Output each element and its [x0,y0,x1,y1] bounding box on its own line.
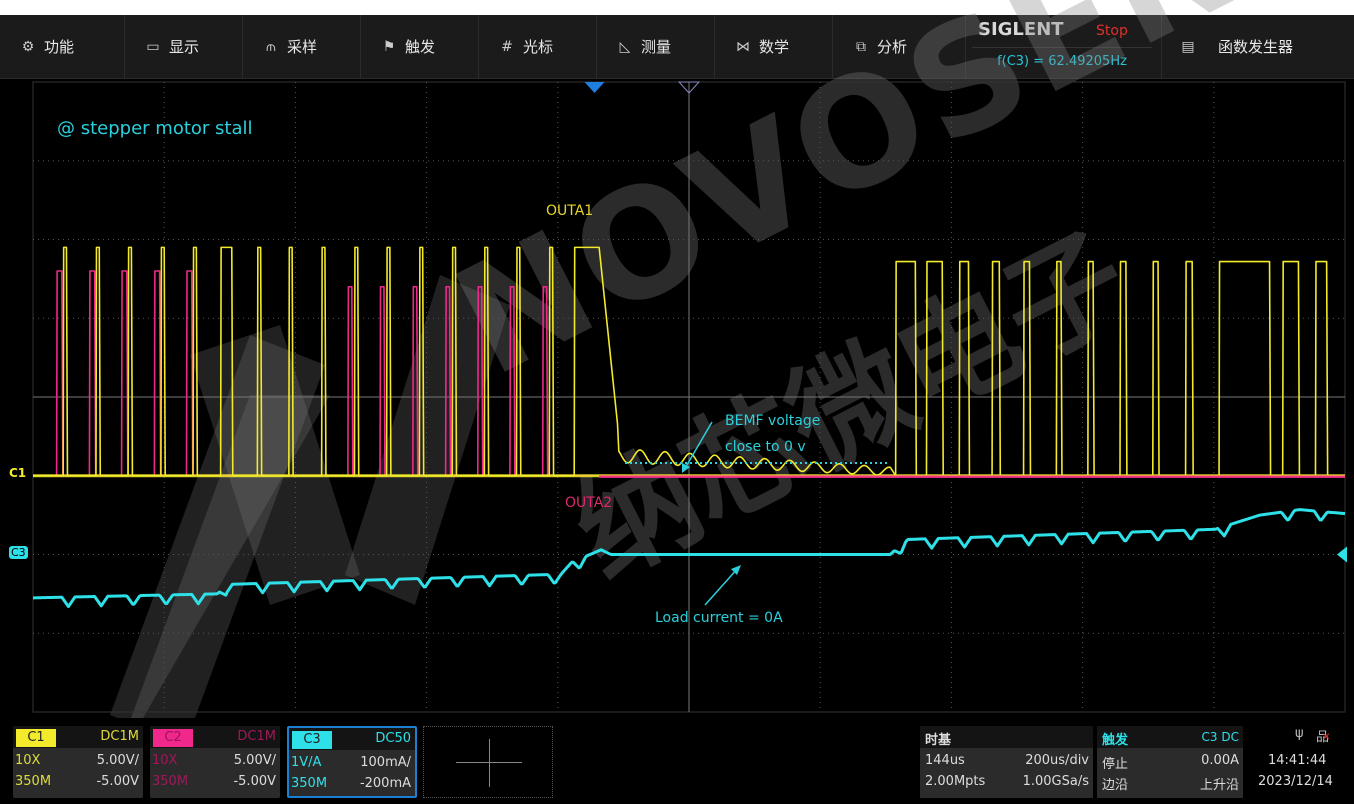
time-per-div: 200us/div [1025,753,1089,768]
menu-trigger[interactable]: ⚑ 触发 [361,15,479,78]
menu-measure[interactable]: ◺ 测量 [597,15,715,78]
timebase-box[interactable]: 时基 144us 200us/div 2.00Mpts 1.00GSa/s [920,726,1093,798]
menu-cursor[interactable]: # 光标 [479,15,597,78]
trigger-position-marker [584,82,605,93]
awg-icon: ▤ [1181,38,1195,55]
bandwidth: 350M [15,774,52,789]
menu-label: 函数发生器 [1218,38,1294,56]
trigger-type: 边沿 [1102,778,1129,793]
amps-per-div: 100mA/ [360,755,411,770]
trigger-level: 0.00A [1201,753,1239,768]
brand-status: SIGLENT Stop f(C3) = 62.49205Hz [965,15,1162,78]
clock-date: 2023/12/14 [1258,774,1333,789]
coupling: DC1M [100,729,139,744]
trigger-title: 触发 [1102,733,1129,748]
acquire-icon: ⫙ [266,38,276,55]
channel-tag: C3 [292,731,332,749]
trigger-state: 停止 [1102,757,1129,772]
menu-label: 功能 [44,38,75,56]
trigger-slope: 上升沿 [1199,778,1239,793]
channel-tag: C1 [16,729,56,747]
memory-depth: 2.00Mpts [925,774,986,789]
load-arrow-head [731,565,741,575]
delay-center-marker [677,81,701,94]
coupling: DC1M [237,729,276,744]
system-status: ψ 品 ✕ 14:41:44 2023/12/14 [1250,726,1350,798]
channel-c2-box[interactable]: C2 DC1M 10X 5.00V/ 350M -5.00V [150,726,280,798]
annotation-load-current: Load current = 0A [655,610,783,626]
status-bar: C1 DC1M 10X 5.00V/ 350M -5.00V C2 DC1M 1… [0,718,1354,804]
probe: 10X [152,753,178,768]
add-channel-button[interactable] [423,726,553,798]
bemf-arrow-head [682,463,690,473]
siglent-logo: SIGLENT [978,19,1064,40]
menu-label: 测量 [641,38,672,56]
probe: 10X [15,753,41,768]
flag-icon: ⚑ [382,38,396,55]
annotation-title: @ stepper motor stall [57,118,253,139]
top-menu-bar: ⚙ 功能 ▭ 显示 ⫙ 采样 ⚑ 触发 # 光标 ◺ 测量 ⋈ 数学 ⧉ 分析 SIGLENT … [0,15,1354,79]
timebase-title: 时基 [925,733,952,748]
probe: 1V/A [291,755,322,770]
menu-math[interactable]: ⋈ 数学 [715,15,833,78]
offset: -5.00V [96,774,139,789]
trace-c3-load-current [32,508,1346,609]
volts-per-div: 5.00V/ [96,753,139,768]
load-arrow [704,567,739,606]
menu-label: 触发 [405,38,436,56]
coupling: DC50 [375,731,411,746]
menu-analysis[interactable]: ⧉ 分析 [833,15,965,78]
trigger-level-marker [1337,546,1347,563]
offset: -5.00V [233,774,276,789]
menu-label: 采样 [287,38,318,56]
menu-label: 分析 [877,38,908,56]
menu-display[interactable]: ▭ 显示 [125,15,243,78]
menu-function[interactable]: ⚙ 功能 [0,15,125,78]
annotation-bemf-1: BEMF voltage [725,413,821,429]
trigger-source: C3 DC [1201,730,1239,744]
sample-rate: 1.00GSa/s [1022,774,1089,789]
bandwidth: 350M [152,774,189,789]
c1-marker[interactable]: C1 [9,466,27,480]
math-icon: ⋈ [736,38,750,55]
display-icon: ▭ [146,38,160,55]
channel-tag: C2 [153,729,193,747]
gear-icon: ⚙ [21,38,35,55]
menu-label: 数学 [759,38,790,56]
menu-acquire[interactable]: ⫙ 采样 [243,15,361,78]
analysis-icon: ⧉ [856,38,866,55]
menu-label: 显示 [169,38,200,56]
channel-c3-box[interactable]: C3 DC50 1V/A 100mA/ 350M -200mA [287,726,417,798]
bemf-arrow [683,421,713,471]
label-outa1: OUTA1 [546,203,594,219]
menu-label: 光标 [523,38,554,56]
network-disconnected-icon: 品 ✕ [1316,730,1331,745]
volts-per-div: 5.00V/ [233,753,276,768]
clock-time: 14:41:44 [1268,753,1327,768]
cursor-icon: # [501,38,513,55]
menu-function-generator[interactable]: ▤ 函数发生器 [1160,15,1354,78]
label-outa2: OUTA2 [565,495,613,511]
channel-c1-box[interactable]: C1 DC1M 10X 5.00V/ 350M -5.00V [13,726,143,798]
delay: 144us [925,753,965,768]
waveform-display [32,81,1347,713]
usb-icon: ψ [1295,726,1304,741]
annotation-bemf-2: close to 0 v [725,439,806,455]
run-state[interactable]: Stop [1096,23,1128,39]
bandwidth: 350M [291,776,328,791]
c3-marker[interactable]: C3 [9,546,28,559]
measure-icon: ◺ [619,38,631,55]
offset: -200mA [359,776,411,791]
trigger-box[interactable]: 触发 C3 DC 停止 0.00A 边沿 上升沿 [1097,726,1243,798]
frequency-counter: f(C3) = 62.49205Hz [972,47,1152,74]
